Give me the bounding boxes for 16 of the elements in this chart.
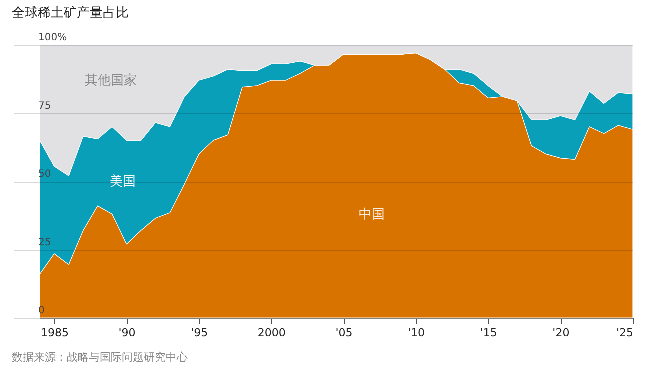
series-label: 其他国家	[85, 72, 138, 88]
x-tick-label: '25	[616, 326, 634, 340]
x-tick-label: 1985	[40, 326, 69, 340]
chart-title: 全球稀土矿产量占比	[12, 5, 129, 22]
series-label: 美国	[110, 174, 136, 190]
x-tick-label: '15	[480, 326, 498, 340]
x-tick-label: '90	[118, 326, 136, 340]
x-tick-label: '95	[191, 326, 208, 340]
y-tick-label: 100%	[38, 32, 68, 44]
series-label: 中国	[359, 207, 386, 222]
x-tick-label: '20	[552, 326, 570, 340]
y-tick-label: 75	[38, 100, 52, 112]
source-note: 数据来源：战略与国际问题研究中心	[12, 350, 188, 365]
x-tick-label: '05	[336, 326, 353, 340]
x-tick-label: '10	[408, 326, 426, 340]
x-tick-label: 2000	[258, 326, 286, 340]
